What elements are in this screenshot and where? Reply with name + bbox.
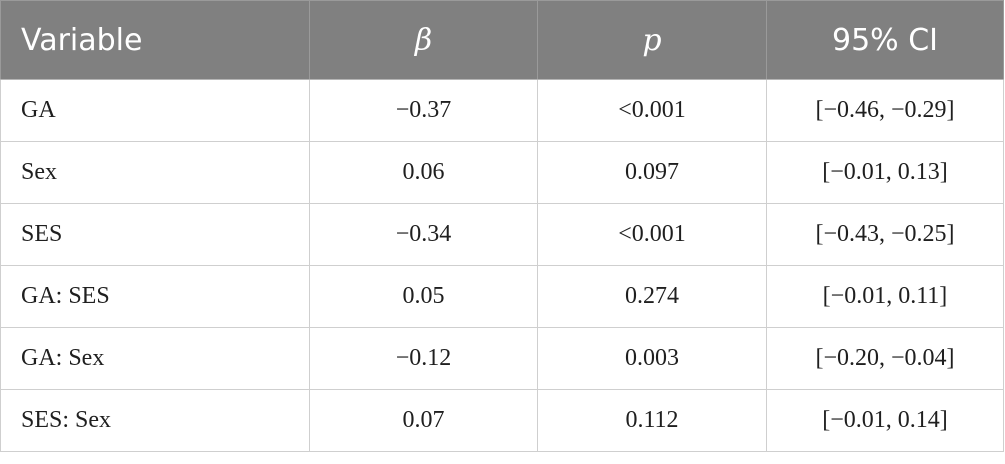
cell-beta: 0.05: [309, 265, 538, 328]
table-row: GA −0.37 <0.001 [−0.46, −0.29]: [0, 79, 1004, 142]
cell-variable: GA: SES: [0, 265, 310, 328]
header-row: Variable β p 95% CI: [0, 0, 1004, 80]
table-body: GA −0.37 <0.001 [−0.46, −0.29] Sex 0.06 …: [0, 79, 1004, 452]
cell-variable: SES: Sex: [0, 389, 310, 452]
cell-p: 0.097: [537, 141, 767, 204]
cell-beta: 0.06: [309, 141, 538, 204]
header-beta: β: [309, 0, 538, 80]
cell-variable: GA: Sex: [0, 327, 310, 390]
table-header: Variable β p 95% CI: [0, 0, 1004, 80]
header-p: p: [537, 0, 767, 80]
cell-p: 0.003: [537, 327, 767, 390]
cell-beta: 0.07: [309, 389, 538, 452]
cell-ci: [−0.01, 0.11]: [766, 265, 1004, 328]
cell-variable: GA: [0, 79, 310, 142]
cell-p: <0.001: [537, 203, 767, 266]
cell-ci: [−0.01, 0.14]: [766, 389, 1004, 452]
table-row: GA: SES 0.05 0.274 [−0.01, 0.11]: [0, 265, 1004, 328]
header-ci: 95% CI: [766, 0, 1004, 80]
table-row: GA: Sex −0.12 0.003 [−0.20, −0.04]: [0, 327, 1004, 390]
cell-beta: −0.37: [309, 79, 538, 142]
cell-ci: [−0.46, −0.29]: [766, 79, 1004, 142]
cell-variable: SES: [0, 203, 310, 266]
cell-variable: Sex: [0, 141, 310, 204]
regression-table: Variable β p 95% CI GA −0.37 <0.001 [−0.…: [0, 0, 1004, 452]
table-row: Sex 0.06 0.097 [−0.01, 0.13]: [0, 141, 1004, 204]
cell-ci: [−0.20, −0.04]: [766, 327, 1004, 390]
cell-p: 0.274: [537, 265, 767, 328]
cell-p: <0.001: [537, 79, 767, 142]
header-variable: Variable: [0, 0, 310, 80]
cell-beta: −0.34: [309, 203, 538, 266]
table-row: SES: Sex 0.07 0.112 [−0.01, 0.14]: [0, 389, 1004, 452]
cell-beta: −0.12: [309, 327, 538, 390]
table-container: Variable β p 95% CI GA −0.37 <0.001 [−0.…: [0, 0, 1004, 452]
table-row: SES −0.34 <0.001 [−0.43, −0.25]: [0, 203, 1004, 266]
cell-ci: [−0.01, 0.13]: [766, 141, 1004, 204]
cell-p: 0.112: [537, 389, 767, 452]
cell-ci: [−0.43, −0.25]: [766, 203, 1004, 266]
